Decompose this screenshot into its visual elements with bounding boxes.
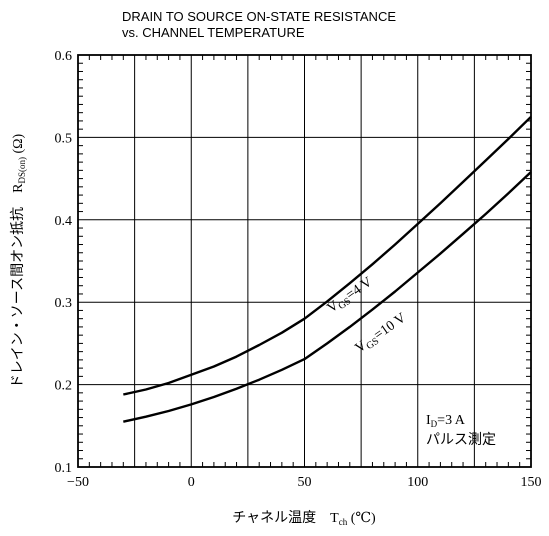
chart-title-line-2: vs. CHANNEL TEMPERATURE (122, 25, 305, 40)
series-layer (123, 115, 532, 423)
y-axis-label: ドレイン・ソース間オン抵抗 RDS(on) (Ω) (10, 133, 27, 388)
tick-layer: −50 0 50 100 150 0.1 0.2 0.3 0.4 0.5 0.6 (55, 49, 542, 490)
annotation-layer: チャネル温度 Tch (℃)ドレイン・ソース間オン抵抗 RDS(on) (Ω)V… (10, 133, 496, 527)
series-line-vgs-10v (123, 171, 532, 423)
y-tick-label: 0.2 (55, 379, 73, 394)
series-line-vgs-4v (123, 115, 532, 396)
y-tick-label: 0.3 (55, 296, 73, 311)
y-tick-label: 0.6 (55, 49, 73, 64)
y-tick-label: 0.5 (55, 131, 73, 146)
y-tick-label: 0.4 (55, 214, 73, 229)
grid-layer (78, 55, 531, 467)
x-tick-label: −50 (67, 475, 89, 490)
x-tick-label: 100 (407, 475, 428, 490)
y-tick-label: 0.1 (55, 461, 73, 476)
x-tick-label: 150 (521, 475, 542, 490)
x-tick-label: 0 (188, 475, 195, 490)
chart-title-line-1: DRAIN TO SOURCE ON-STATE RESISTANCE (122, 9, 396, 24)
x-tick-label: 50 (298, 475, 312, 490)
x-axis-label: チャネル温度 Tch (℃) (232, 510, 376, 527)
condition-line-2: パルス測定 (426, 432, 496, 448)
condition-line-1: ID=3 A (426, 413, 466, 429)
